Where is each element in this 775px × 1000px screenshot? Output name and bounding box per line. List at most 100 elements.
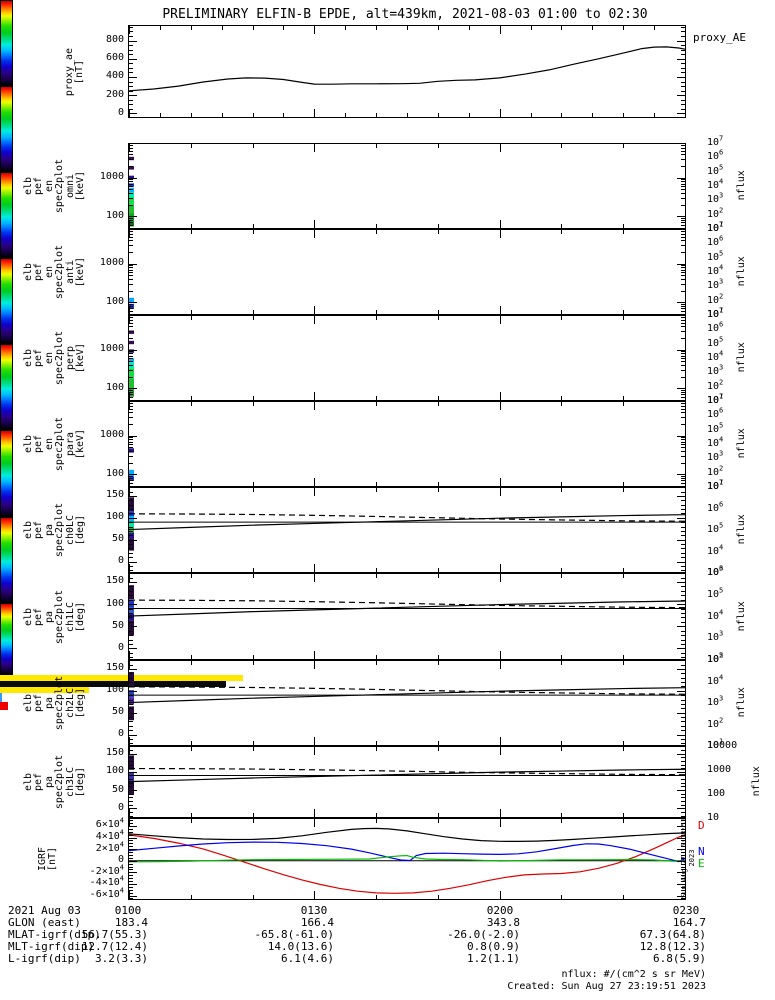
anti-loss-cone-line (128, 767, 686, 776)
data-strip-segment (129, 368, 134, 379)
y-tick-label: 1000 (99, 257, 124, 269)
superscript: 4 (119, 828, 124, 837)
colorbar-title-nflux: nflux (735, 342, 747, 373)
superscript: 7 (719, 392, 724, 401)
panel-igrf (128, 818, 686, 900)
colorbar-label: 102 (707, 651, 724, 665)
bottom-row-label: MLT-igrf(dip) (8, 940, 95, 953)
colorbar-label: 105 (707, 521, 724, 535)
superscript: 4 (719, 435, 724, 444)
colorbar-label: 101 (707, 306, 724, 320)
superscript: 2 (719, 292, 724, 301)
data-strip-segment (129, 297, 134, 303)
time-tick-label: 0200 (486, 904, 514, 917)
colorbar-title-nflux: nflux (735, 514, 747, 545)
data-strip-segment (129, 330, 134, 334)
panel-pa_ch3lc (128, 746, 686, 818)
y-tick-label: 100 (105, 511, 124, 523)
colorbar-label: 101 (707, 478, 724, 492)
superscript: 3 (719, 450, 724, 458)
colorbar-label: 106 (707, 500, 724, 514)
data-strip-segment (129, 156, 134, 161)
superscript: 4 (719, 608, 724, 617)
data-strip-segment (129, 771, 134, 782)
data-strip-segment (129, 183, 134, 187)
ephemeris-value: 12.8(12.3) (639, 940, 706, 953)
ephemeris-value: 164.7 (672, 916, 706, 929)
superscript: 4 (119, 875, 124, 884)
superscript: 6 (719, 235, 724, 243)
ephemeris-value: 3.2(3.3) (95, 952, 148, 965)
colorbar-title-nflux: nflux (735, 687, 747, 718)
colorbar-en_omni (0, 0, 13, 86)
y-tick-label: -6×104 (89, 886, 124, 901)
data-strip-segment (129, 690, 134, 698)
superscript: 5 (719, 651, 724, 660)
colorbar-label: 100 (707, 788, 726, 799)
ephemeris-value: -65.8(-61.0) (254, 928, 334, 941)
bottom-row-label: L-igrf(dip) (8, 952, 81, 965)
colorbar-label: 101 (707, 220, 724, 234)
colorbar-label: 104 (707, 608, 724, 622)
igrf-legend-D: D (698, 819, 705, 832)
superscript: 3 (719, 364, 724, 372)
superscript: 1 (719, 392, 724, 401)
y-tick-label: 6×104 (95, 817, 124, 831)
panel-border (128, 818, 686, 900)
status-bar-segment (0, 675, 244, 681)
y-axis-label-igrf: IGRF [nT] (36, 846, 59, 872)
igrf-legend-N: N (698, 845, 705, 858)
data-strip-segment (129, 192, 134, 198)
ephemeris-value: 6.8(5.9) (653, 952, 706, 965)
superscript: 5 (719, 586, 724, 595)
y-tick-label: 800 (105, 34, 124, 46)
superscript: 5 (719, 163, 724, 172)
colorbar-label: 106 (707, 235, 724, 249)
data-strip-segment (129, 166, 134, 170)
y-tick-label: 150 (105, 662, 124, 674)
data-strip-segment (129, 197, 134, 205)
panel-en_para (128, 401, 686, 487)
colorbar-label: 104 (707, 435, 724, 449)
series-N (128, 841, 686, 863)
data-strip-segment (129, 497, 134, 512)
colorbar-label: 106 (707, 407, 724, 421)
colorbar-label: 102 (707, 206, 724, 220)
y-tick-label: 100 (105, 597, 124, 609)
data-strip-segment (129, 620, 134, 636)
colorbar-label: 1000 (707, 764, 732, 775)
y-tick-label: 100 (105, 467, 124, 479)
y-tick-label: 400 (105, 70, 124, 82)
data-strip-segment (129, 755, 134, 770)
status-bar-segment (0, 681, 226, 687)
time-tick-label: 0230 (672, 904, 700, 917)
colorbar-pa_ch0lc (0, 344, 13, 430)
data-strip-segment (129, 175, 134, 180)
y-tick-label: 100 (105, 295, 124, 307)
superscript: 4 (719, 177, 724, 186)
y-tick-label: 0 (117, 801, 124, 813)
data-strip-segment (129, 222, 134, 227)
colorbar-label: 103 (707, 629, 724, 644)
ephemeris-value: 67.3(64.8) (639, 928, 706, 941)
superscript: 5 (719, 521, 724, 530)
panel-en_omni (128, 143, 686, 229)
superscript: 2 (719, 464, 724, 473)
status-bar-segment (0, 687, 90, 693)
panel-en_perp (128, 315, 686, 401)
data-strip-segment (129, 448, 134, 453)
y-tick-label: 0 (117, 641, 124, 653)
superscript: 2 (719, 651, 724, 660)
colorbar-title-nflux: nflux (735, 256, 747, 287)
ephemeris-value: 1.2(1.1) (467, 952, 520, 965)
colorbar-label: 103 (707, 564, 724, 578)
science-zone-red-square (0, 702, 8, 710)
series-Btotal (128, 827, 686, 843)
superscript: 3 (719, 694, 724, 703)
series-D (128, 834, 686, 894)
ephemeris-value: -26.0(-2.0) (447, 928, 520, 941)
data-strip-segment (129, 607, 134, 614)
y-tick-label: 100 (105, 209, 124, 221)
data-strip-segment (129, 782, 134, 795)
proxy-ae-right-label: proxy_AE (693, 31, 746, 44)
